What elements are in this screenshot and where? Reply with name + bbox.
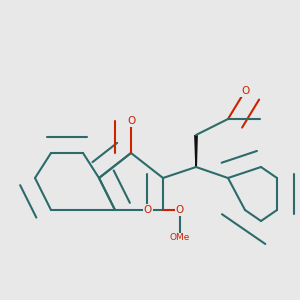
Text: O: O xyxy=(127,116,135,126)
Text: O: O xyxy=(176,205,184,215)
Text: O: O xyxy=(144,205,152,215)
Text: O: O xyxy=(241,86,249,96)
Text: OMe: OMe xyxy=(170,233,190,242)
